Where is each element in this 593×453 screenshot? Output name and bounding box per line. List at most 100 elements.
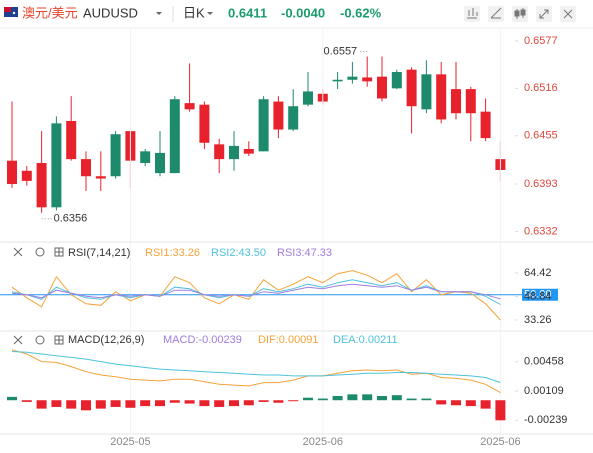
y-tick-label: 0.00109 (524, 385, 564, 397)
candle-body (377, 76, 387, 99)
dropdown-arrow[interactable] (156, 12, 162, 15)
histogram-bar (125, 400, 136, 408)
macd-controls[interactable] (13, 335, 64, 345)
histogram-bar (66, 400, 77, 409)
histogram-bar (288, 400, 299, 402)
candle-body (243, 149, 254, 154)
histogram-bar (406, 398, 417, 401)
candle-body (81, 159, 91, 177)
candle-body (229, 145, 239, 160)
x-tick-label: 2025-06 (303, 436, 343, 448)
histogram-bar (184, 400, 195, 404)
histogram-bar (258, 400, 269, 402)
indicator-line (11, 351, 501, 383)
candle-body (391, 72, 402, 89)
candle-body (21, 170, 32, 181)
pair-name[interactable]: 澳元/美元 (22, 5, 78, 20)
indicator-line (11, 279, 501, 305)
histogram-bar (110, 400, 121, 407)
symbol[interactable]: AUDUSD (83, 5, 138, 20)
candle-body (7, 160, 17, 184)
candle-body (199, 104, 210, 143)
histogram-bar (21, 400, 32, 402)
candle-body (51, 123, 62, 208)
indicator-title: MACD(12,26,9) (68, 334, 144, 346)
candle-body (288, 106, 299, 130)
y-tick-label: 64.42 (524, 267, 552, 279)
indicator-line (11, 349, 501, 394)
y-tick-label: 0.6577 (524, 35, 558, 47)
y-tick-label: 33.26 (524, 314, 552, 326)
histogram-bar (229, 400, 239, 407)
candle-body (95, 176, 106, 179)
y-tick-label: 0.6393 (524, 178, 558, 190)
legend-entry: RSI2:43.50 (211, 247, 266, 259)
legend-entry: RSI1:33.26 (145, 247, 200, 259)
histogram-bar (377, 396, 387, 401)
histogram-bar (214, 400, 225, 407)
dropdown-arrow[interactable] (207, 12, 213, 15)
candle-body (110, 134, 121, 177)
histogram-bar (451, 400, 461, 406)
histogram-bar (362, 394, 373, 401)
indicator-line (11, 283, 501, 300)
y-tick-label: 50.00 (524, 289, 552, 301)
y-tick-label: 48.84 (524, 290, 552, 302)
histogram-bar (169, 400, 180, 403)
histogram-bar (7, 396, 17, 401)
change-pct: -0.62% (340, 5, 382, 20)
candle-body (347, 76, 358, 80)
histogram-bar (347, 394, 358, 401)
histogram-bar (391, 395, 402, 401)
tick-box (522, 288, 558, 301)
histogram-bar (495, 400, 506, 421)
candle-body (273, 101, 284, 130)
histogram-bar (480, 400, 491, 409)
high-label: 0.6557 (324, 45, 358, 57)
histogram-bar (199, 400, 210, 407)
y-tick-label: 0.6455 (524, 130, 558, 142)
candle-body (140, 151, 151, 163)
histogram-bar (465, 400, 476, 407)
indicator-title: RSI(7,14,21) (68, 247, 130, 259)
y-tick-label: 0.6516 (524, 82, 558, 94)
indicator-line (11, 270, 501, 321)
candle-body (155, 152, 165, 174)
legend-entry: RSI3:47.33 (277, 247, 332, 259)
histogram-bar (81, 400, 91, 411)
y-tick-label: -0.00239 (524, 414, 567, 426)
y-tick-label: 0.00458 (524, 356, 564, 368)
histogram-bar (140, 400, 151, 407)
histogram-bar (243, 400, 254, 406)
legend-entry: DIF:0.00091 (258, 334, 319, 346)
y-tick-label: 0.6332 (524, 225, 558, 237)
histogram-bar (273, 400, 284, 403)
rsi-controls[interactable] (13, 247, 64, 257)
candle-body (303, 91, 313, 105)
candle-body (258, 99, 269, 152)
histogram-bar (51, 400, 62, 407)
histogram-bar (421, 398, 432, 401)
price: 0.6411 (228, 5, 267, 20)
candle-body (36, 163, 47, 208)
low-label: 0.6356 (54, 213, 88, 225)
period[interactable]: 日K (183, 5, 205, 20)
candle-body (451, 89, 461, 114)
x-tick-label: 2025-06 (480, 436, 520, 448)
flag-icon (4, 7, 18, 17)
histogram-bar (436, 400, 447, 405)
legend-entry: DEA:0.00211 (333, 334, 398, 346)
candle-body (436, 74, 447, 120)
candle-body (421, 74, 432, 110)
change: -0.0040 (281, 5, 325, 20)
candle-body (66, 121, 77, 160)
candle-body (480, 111, 491, 139)
histogram-bar (36, 400, 47, 409)
candle-body (406, 69, 417, 107)
toolbar[interactable] (464, 6, 576, 22)
histogram-bar (317, 398, 328, 401)
candle-body (362, 77, 373, 82)
candle-body (465, 89, 476, 114)
